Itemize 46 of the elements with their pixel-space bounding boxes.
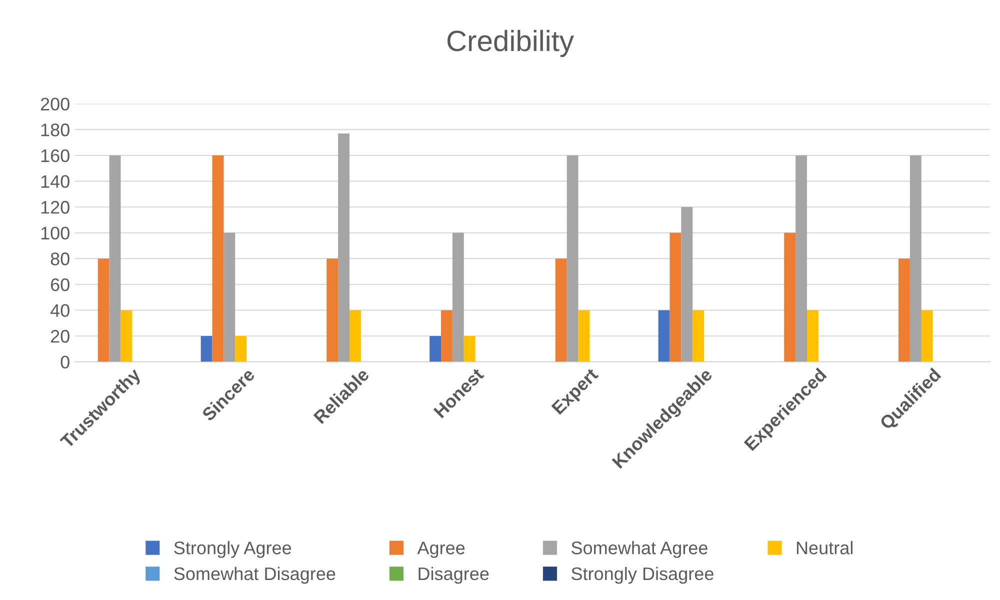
bar bbox=[350, 310, 361, 362]
y-tick-label: 80 bbox=[50, 252, 70, 266]
y-tick-label: 200 bbox=[40, 98, 70, 111]
bar bbox=[921, 310, 933, 362]
y-tick-label: 0 bbox=[60, 356, 70, 369]
bar bbox=[784, 232, 796, 362]
bar bbox=[692, 310, 704, 362]
y-tick-label: 140 bbox=[41, 175, 70, 188]
y-tick-label: 20 bbox=[50, 330, 70, 343]
y-tick-label: 180 bbox=[41, 124, 70, 136]
bar bbox=[910, 155, 922, 362]
bar bbox=[212, 155, 224, 362]
bar bbox=[338, 133, 350, 362]
bar bbox=[681, 207, 693, 362]
bar bbox=[235, 336, 247, 362]
bar bbox=[441, 310, 452, 362]
bar bbox=[326, 258, 338, 362]
y-tick-label: 100 bbox=[41, 226, 70, 240]
bar bbox=[658, 310, 670, 362]
bar bbox=[452, 232, 464, 362]
legend-label: Somewhat Agree bbox=[572, 541, 708, 558]
legend-label: Agree bbox=[417, 542, 465, 558]
bar bbox=[120, 310, 132, 362]
bar bbox=[796, 155, 807, 362]
y-tick-label: 160 bbox=[41, 149, 70, 162]
bar bbox=[200, 336, 212, 362]
y-tick-label: 120 bbox=[41, 200, 70, 214]
y-tick-label: 60 bbox=[50, 278, 70, 292]
legend-label: Neutral bbox=[796, 541, 852, 554]
bar bbox=[555, 258, 567, 362]
legend-label: Strongly Disagree bbox=[572, 566, 714, 584]
legend-label: Disagree bbox=[418, 566, 489, 584]
y-tick-label: 40 bbox=[50, 304, 70, 317]
bar bbox=[224, 232, 236, 362]
bar bbox=[109, 155, 121, 362]
bar bbox=[98, 258, 110, 362]
bar bbox=[430, 336, 441, 362]
bar bbox=[578, 310, 590, 362]
bar bbox=[898, 258, 910, 362]
legend-label: Strongly Agree bbox=[174, 541, 292, 558]
bar bbox=[566, 155, 578, 362]
chart-title: Credibility bbox=[447, 30, 574, 58]
legend-label: Somewhat Disagree bbox=[174, 566, 336, 584]
bar bbox=[670, 232, 682, 362]
bar bbox=[807, 310, 818, 362]
bar bbox=[464, 336, 476, 362]
